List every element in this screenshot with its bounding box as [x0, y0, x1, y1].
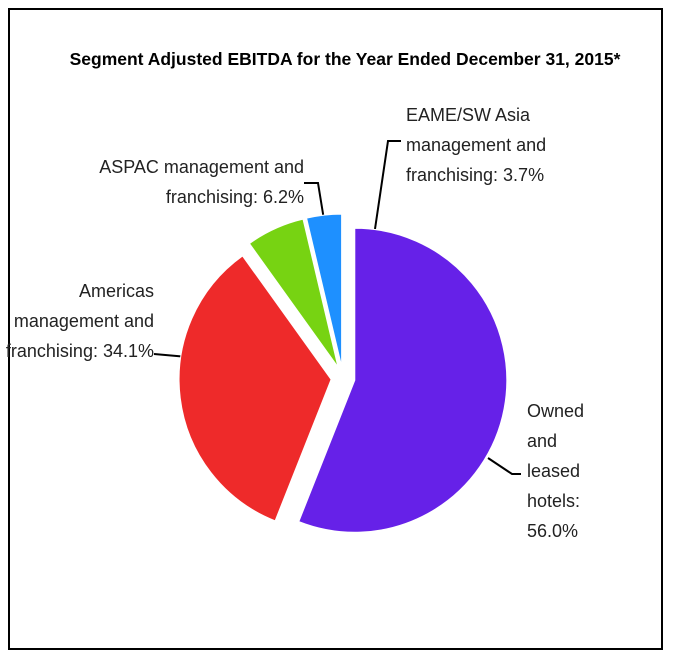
chart-title: Segment Adjusted EBITDA for the Year End…	[69, 49, 621, 69]
pie-slice	[248, 218, 339, 368]
slice-label: Americas management and franchising: 34.…	[5, 281, 154, 361]
slice-label: ASPAC management and franchising: 6.2%	[99, 157, 304, 207]
leader-line	[304, 182, 326, 227]
leader-line	[374, 140, 401, 230]
pie-slice	[298, 227, 508, 533]
chart-frame	[8, 8, 663, 650]
slice-label: EAME/SW Asia management and franchising:…	[406, 105, 547, 185]
leader-line	[487, 457, 521, 475]
pie-slice	[305, 213, 343, 367]
pie-slice	[178, 255, 332, 522]
slice-label: Owned and leased hotels: 56.0%	[527, 401, 585, 541]
